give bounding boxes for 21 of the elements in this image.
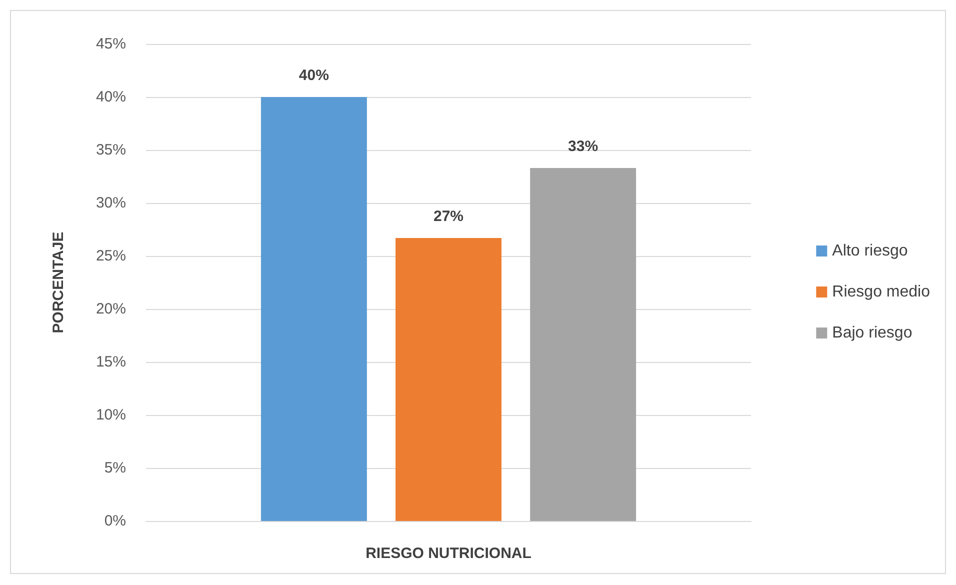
data-label: 33% xyxy=(568,138,598,156)
legend-label: Bajo riesgo xyxy=(832,324,912,342)
x-axis-title: RIESGO NUTRICIONAL xyxy=(366,545,532,562)
bar xyxy=(530,168,636,521)
bar xyxy=(260,97,367,521)
y-axis-title: PORCENTAJE xyxy=(50,232,67,334)
y-tick-label: 35% xyxy=(96,142,126,158)
legend-label: Alto riesgo xyxy=(832,242,908,260)
bar xyxy=(396,238,502,521)
data-label: 27% xyxy=(433,208,464,225)
y-tick-label: 15% xyxy=(96,354,126,370)
y-tick-label: 30% xyxy=(96,194,126,212)
y-tick-label: 40% xyxy=(96,88,126,106)
data-label: 40% xyxy=(298,67,329,84)
y-tick-label: 25% xyxy=(96,248,126,264)
legend-label: Riesgo medio xyxy=(832,284,930,300)
y-tick-label: 5% xyxy=(104,460,126,476)
y-tick-label: 0% xyxy=(104,512,126,530)
y-tick-label: 20% xyxy=(96,300,126,318)
y-tick-label: 10% xyxy=(96,406,126,424)
y-tick-label: 45% xyxy=(96,36,126,52)
